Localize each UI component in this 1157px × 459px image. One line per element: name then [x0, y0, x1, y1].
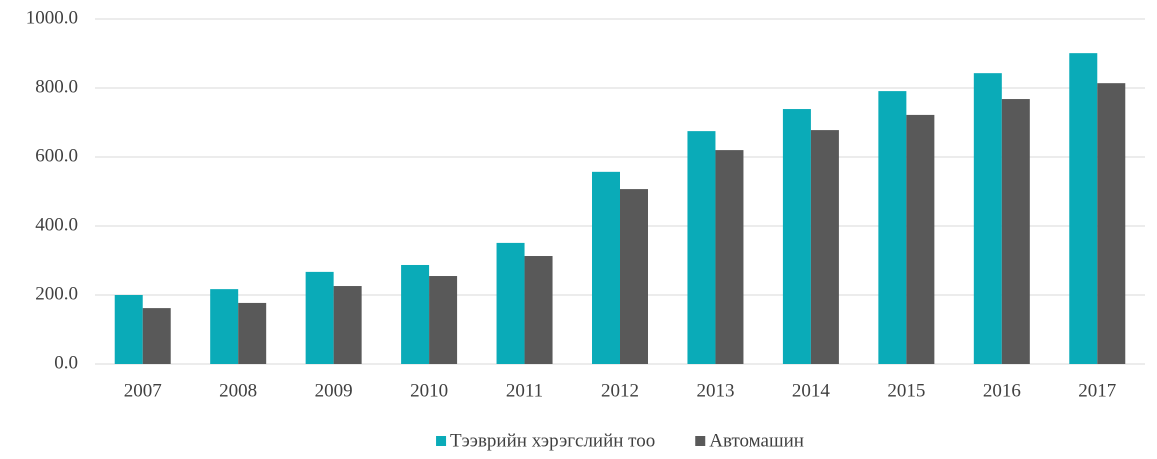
bar — [973, 73, 1002, 364]
bar — [114, 295, 143, 364]
bar — [1001, 99, 1030, 364]
bar — [782, 109, 811, 364]
y-tick-label: 200.0 — [35, 283, 78, 304]
y-tick-label: 600.0 — [35, 145, 78, 166]
bar — [715, 150, 744, 364]
bar — [305, 271, 334, 364]
legend-label: Тээврийн хэрэгслийн тоо — [450, 430, 655, 451]
bar — [620, 189, 648, 364]
x-tick-label: 2007 — [124, 380, 162, 401]
bar — [429, 276, 458, 364]
bar — [810, 130, 839, 364]
x-tick-label: 2012 — [601, 380, 639, 401]
x-tick-label: 2015 — [887, 380, 925, 401]
legend-swatch — [436, 436, 447, 446]
x-tick-label: 2009 — [315, 380, 353, 401]
y-tick-label: 1000.0 — [26, 7, 78, 28]
y-tick-label: 800.0 — [35, 76, 78, 97]
bar — [210, 289, 239, 364]
bar — [878, 91, 907, 364]
bar — [238, 302, 267, 364]
bar — [333, 286, 362, 364]
x-tick-label: 2011 — [506, 380, 543, 401]
x-tick-label: 2017 — [1078, 380, 1116, 401]
legend-label: Автомашин — [709, 430, 804, 451]
legend-swatch — [695, 436, 706, 446]
bar — [1097, 83, 1126, 365]
x-tick-label: 2010 — [410, 380, 448, 401]
bar — [401, 264, 430, 364]
y-tick-label: 0.0 — [54, 352, 78, 373]
x-tick-label: 2013 — [696, 380, 734, 401]
x-tick-label: 2008 — [219, 380, 257, 401]
bar — [142, 308, 171, 364]
bar — [687, 131, 716, 364]
bar — [906, 114, 935, 364]
x-tick-label: 2016 — [983, 380, 1021, 401]
bar — [496, 242, 525, 364]
bar — [524, 256, 553, 364]
bar — [1069, 53, 1098, 364]
y-tick-label: 400.0 — [35, 214, 78, 235]
x-tick-label: 2014 — [792, 380, 831, 401]
bar — [592, 171, 620, 364]
